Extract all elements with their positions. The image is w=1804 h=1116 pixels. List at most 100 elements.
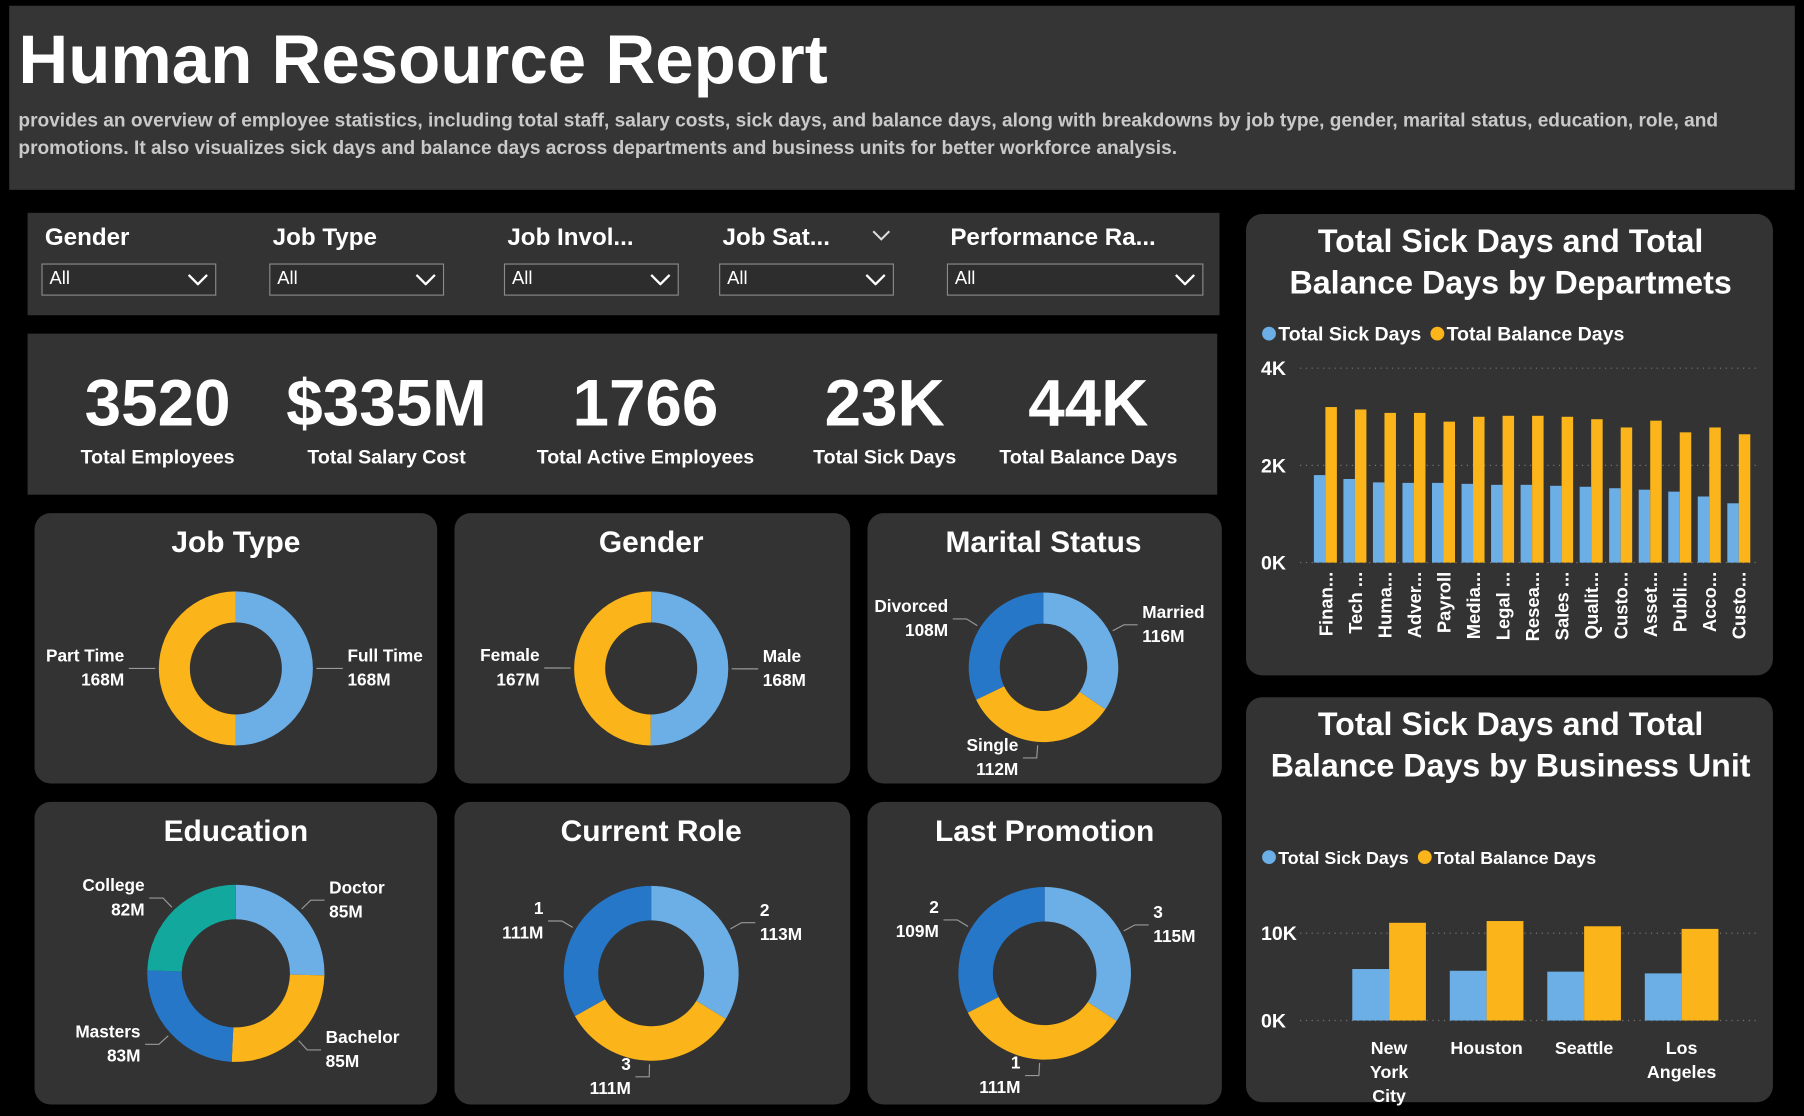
chevron	[187, 274, 208, 286]
report-title: Human Resource Report	[18, 20, 828, 98]
donut-slice	[158, 591, 236, 746]
bar	[1561, 416, 1574, 563]
donut-slice	[235, 591, 313, 746]
x-tick-label: Acco...	[1699, 572, 1720, 632]
x-tick-label: Custo...	[1729, 572, 1750, 639]
donut-slice	[563, 885, 652, 1017]
donut-slice	[147, 884, 236, 972]
bar	[1502, 415, 1515, 563]
leader-line	[943, 919, 969, 928]
kpi-label: Total Active Employees	[536, 446, 755, 469]
bar	[1584, 926, 1621, 1021]
x-tick-label: Adver...	[1404, 572, 1425, 638]
slice-label: 3	[1153, 902, 1163, 922]
bar	[1550, 485, 1562, 563]
bar	[1325, 407, 1337, 563]
y-tick-label: 0K	[1261, 553, 1286, 575]
card	[1246, 697, 1773, 1103]
kpi-value: 3520	[84, 367, 231, 441]
leader-line	[1025, 1062, 1041, 1077]
bar	[1354, 409, 1367, 563]
y-tick-label: 2K	[1261, 455, 1286, 477]
filter-dropdown[interactable]: All	[719, 263, 894, 296]
x-tick-label: Seattle	[1554, 1038, 1614, 1059]
leader-line	[548, 920, 574, 928]
bar	[1486, 921, 1524, 1021]
legend-marker	[1430, 326, 1445, 341]
bar	[1384, 412, 1396, 563]
slice-value: 113M	[760, 924, 802, 944]
leader-line	[298, 1040, 322, 1051]
filter-dropdown[interactable]: All	[503, 263, 679, 296]
slice-label: 2	[929, 897, 939, 917]
bar	[1372, 482, 1385, 563]
slice-value: 85M	[329, 901, 363, 921]
leader-line	[635, 1064, 651, 1078]
x-tick-label: Sales ...	[1552, 572, 1573, 641]
leader-line	[952, 618, 978, 627]
y-tick-label: 0K	[1261, 1010, 1286, 1032]
donut-slice	[147, 970, 234, 1062]
slice-label: Masters	[75, 1021, 140, 1041]
bar	[1644, 973, 1682, 1021]
slice-value: 111M	[502, 922, 543, 942]
donut-slice	[574, 591, 652, 746]
chart-title: Marital Status	[945, 526, 1141, 559]
bar	[1520, 484, 1533, 563]
kpi-label: Total Sick Days	[813, 446, 957, 469]
bar	[1638, 489, 1651, 563]
x-tick-label: Media...	[1463, 572, 1484, 639]
filter-dropdown[interactable]: All	[946, 263, 1204, 296]
bar	[1650, 420, 1662, 563]
chart-title: Gender	[599, 526, 704, 559]
header: Human Resource Report provides an overvi…	[9, 5, 1795, 190]
filter-dropdown[interactable]: All	[269, 263, 445, 296]
donut-slice	[231, 974, 325, 1062]
donut-slice	[574, 999, 726, 1061]
bar	[1443, 421, 1456, 563]
slice-label: Doctor	[329, 877, 385, 897]
bar	[1413, 412, 1426, 563]
chart-title: Total Sick Days and Total Balance Days b…	[1270, 706, 1751, 784]
bar	[1668, 491, 1680, 563]
bar	[1343, 478, 1355, 563]
chart-title: Total Sick Days and Total Balance Days b…	[1289, 223, 1732, 301]
leader-line	[301, 899, 325, 910]
donut-slice	[976, 686, 1106, 743]
kpi-panel	[27, 333, 1218, 495]
slice-value: 83M	[107, 1046, 141, 1066]
filter-label: Job Sat...	[722, 224, 830, 251]
slice-label: Full Time	[347, 646, 422, 666]
kpi-value: $335M	[286, 367, 487, 441]
leader-line	[1123, 924, 1149, 932]
slice-label: 1	[534, 898, 544, 918]
slice-label: Part Time	[46, 646, 124, 666]
bar	[1473, 416, 1485, 563]
slice-value: 167M	[496, 669, 539, 689]
slice-value: 82M	[111, 899, 145, 919]
donut-slice	[1043, 592, 1119, 710]
bar	[1547, 971, 1585, 1021]
chevron	[1175, 274, 1196, 286]
chevron	[865, 274, 886, 286]
bar	[1620, 427, 1633, 563]
filter-label: Job Type	[272, 224, 377, 251]
legend-marker	[1262, 850, 1276, 865]
kpi-value: 23K	[824, 367, 945, 441]
leader-line	[145, 1035, 169, 1045]
chevron	[650, 274, 671, 286]
legend-label: Total Balance Days	[1447, 324, 1625, 346]
bar	[1389, 922, 1426, 1021]
filter-dropdown[interactable]: All	[41, 263, 217, 296]
bar	[1609, 488, 1621, 563]
donut-slice	[650, 591, 729, 746]
slice-label: College	[82, 875, 144, 895]
kpi-label: Total Balance Days	[999, 446, 1178, 469]
slice-label: Married	[1142, 602, 1204, 622]
sort-icon[interactable]	[872, 230, 891, 242]
kpi-label: Total Salary Cost	[307, 446, 466, 469]
slice-value: 112M	[976, 759, 1018, 779]
x-tick-label: Los Angeles	[1646, 1038, 1717, 1083]
filter-label: Job Invol...	[507, 224, 634, 251]
